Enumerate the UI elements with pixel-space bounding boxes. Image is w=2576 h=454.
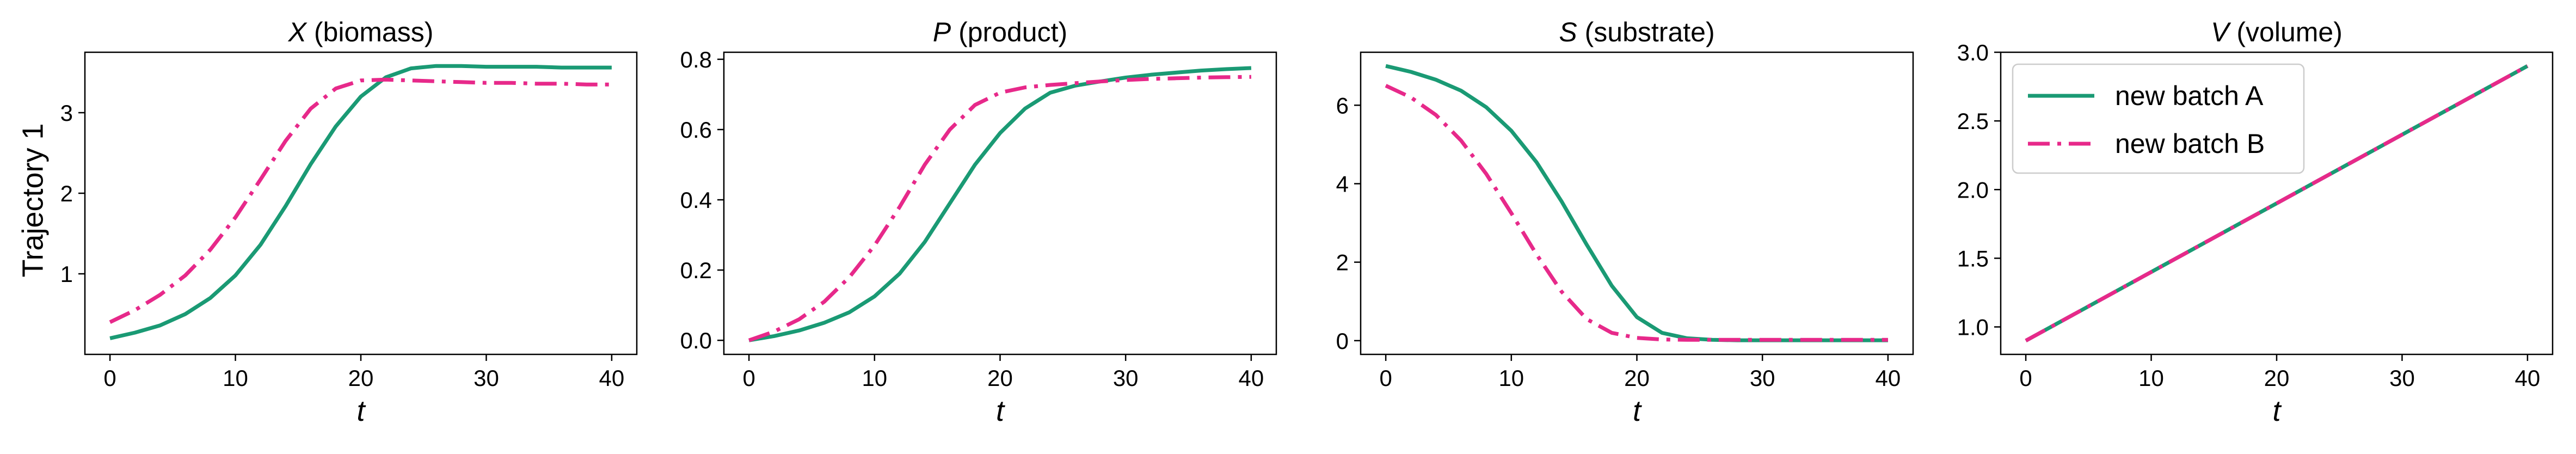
panel-title: P (product) (933, 17, 1067, 47)
y-tick-label: 0.0 (680, 328, 712, 353)
x-axis-label: t (2272, 395, 2282, 427)
y-tick-label: 0 (1336, 328, 1349, 354)
y-tick-label: 1.5 (1957, 246, 1989, 271)
legend-label: new batch A (2115, 81, 2264, 111)
panel-title: X (biomass) (288, 17, 434, 47)
x-tick-label: 20 (348, 365, 374, 391)
y-tick-label: 0.8 (680, 47, 712, 72)
x-tick-label: 20 (987, 365, 1013, 391)
legend-label: new batch B (2115, 128, 2265, 159)
series-line-new-batch-b (2025, 64, 2529, 342)
series-line-new-batch-b (748, 75, 1251, 342)
x-tick-label: 30 (1113, 365, 1139, 391)
x-tick-label: 20 (2264, 365, 2290, 391)
x-tick-label: 10 (1498, 365, 1524, 391)
panel-title: S (substrate) (1559, 17, 1714, 47)
series-line-new-batch-b (1385, 84, 1888, 342)
x-tick-label: 20 (1624, 365, 1650, 391)
y-tick-label: 0.6 (680, 117, 712, 143)
x-axis-label: t (1633, 395, 1642, 427)
x-tick-label: 40 (1239, 365, 1264, 391)
x-axis-label: t (356, 395, 366, 427)
series-line-new-batch-a (748, 66, 1252, 342)
y-tick-label: 0.4 (680, 187, 712, 213)
x-tick-label: 30 (474, 365, 499, 391)
y-tick-label: 2 (60, 181, 73, 206)
legend-box (2012, 63, 2305, 174)
x-tick-label: 0 (742, 365, 755, 391)
legend: new batch A new batch B (2012, 63, 2305, 174)
x-tick-label: 30 (2389, 365, 2415, 391)
panel-title: V (volume) (2211, 17, 2343, 47)
x-tick-label: 0 (2019, 365, 2032, 391)
y-tick-label: 2 (1336, 250, 1349, 275)
x-tick-label: 10 (223, 365, 248, 391)
plot-frame (2000, 51, 2554, 355)
y-tick-label: 3.0 (1957, 40, 1989, 65)
y-tick-label: 2.0 (1957, 177, 1989, 203)
panel-3: S (substrate) 0 10 20 30 40 0 2 4 6 t (1336, 17, 1914, 427)
x-tick-label: 0 (103, 365, 116, 391)
y-tick-label: 1.0 (1957, 315, 1989, 340)
y-tick-label: 3 (60, 100, 73, 126)
y-tick-label: 4 (1336, 171, 1349, 197)
y-tick-label: 6 (1336, 93, 1349, 118)
panel-1: X (biomass) 0 10 20 30 40 1 2 3 t (60, 17, 638, 427)
series-line-new-batch-b (109, 77, 612, 324)
y-tick-label: 2.5 (1957, 108, 1989, 134)
x-tick-label: 10 (2138, 365, 2164, 391)
x-tick-label: 30 (1750, 365, 1775, 391)
x-tick-label: 40 (599, 365, 625, 391)
series-line-new-batch-a (1385, 64, 1888, 342)
x-tick-label: 10 (862, 365, 887, 391)
plot-frame (84, 51, 638, 355)
y-axis-label-trajectory: Trajectory 1 (16, 123, 49, 277)
panel-4: V (volume) 0 10 20 30 40 1.0 1.5 2.0 2.5 3.0 t (1957, 17, 2554, 427)
plot-frame (723, 51, 1277, 355)
x-tick-label: 40 (2515, 365, 2541, 391)
x-tick-label: 40 (1876, 365, 1901, 391)
y-tick-label: 1 (60, 261, 73, 287)
x-tick-label: 0 (1379, 365, 1392, 391)
x-axis-label: t (996, 395, 1005, 427)
y-tick-label: 0.2 (680, 257, 712, 283)
plot-frame (1360, 51, 1914, 355)
series-line-new-batch-a (109, 64, 612, 340)
panel-2: P (product) 0 10 20 30 40 0.0 0.2 0.4 0.6 0.8 t (680, 17, 1277, 427)
